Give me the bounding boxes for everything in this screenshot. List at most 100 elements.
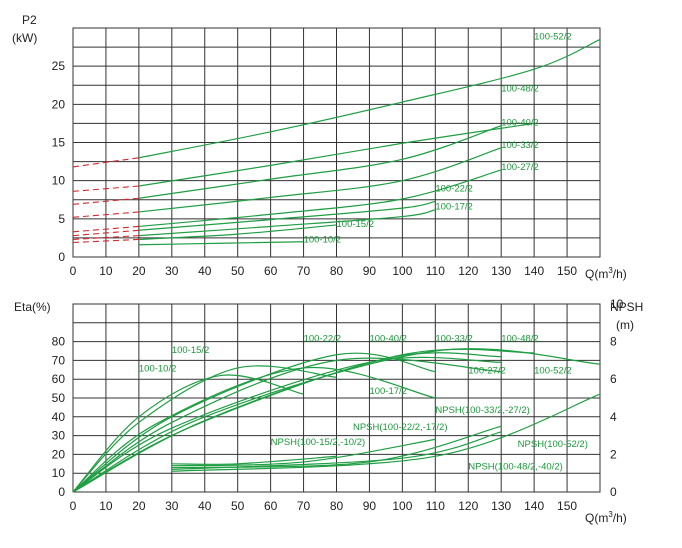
y-tick-label: 50 <box>52 391 66 405</box>
y-tick-label: 20 <box>52 97 66 111</box>
npsh-tick-label: 10 <box>610 297 624 311</box>
x-tick-label: 80 <box>330 264 344 278</box>
x-tick-label: 140 <box>524 264 544 278</box>
efficiency-curve-line <box>72 357 502 493</box>
y-tick-label: 10 <box>52 466 66 480</box>
efficiency-y-axis-label: Eta(%) <box>14 300 51 314</box>
power-curve-line <box>138 122 535 187</box>
efficiency-y-tick-labels: 0 10 20 30 40 50 60 70 80 <box>52 335 66 499</box>
efficiency-curve-line <box>72 348 601 493</box>
curve-label: 100-15/2 <box>337 219 375 230</box>
curve-label: 100-52/2 <box>534 31 572 42</box>
x-tick-label: 10 <box>99 264 113 278</box>
y-tick-label: 20 <box>52 447 66 461</box>
npsh-curve-line <box>171 455 337 465</box>
y-tick-label: 80 <box>52 335 66 349</box>
y-tick-label: 0 <box>58 250 65 264</box>
curve-label: 100-22/2 <box>435 183 473 194</box>
power-curve-line <box>138 200 436 231</box>
x-tick-label: 20 <box>132 264 146 278</box>
x-tick-label: 60 <box>264 264 278 278</box>
x-tick-label: 70 <box>297 499 311 513</box>
efficiency-curve-line <box>72 356 502 493</box>
y-tick-label: 25 <box>52 59 66 73</box>
curve-label: 100-17/2 <box>369 386 407 397</box>
power-curve-extension <box>72 235 139 240</box>
x-tick-label: 130 <box>491 264 511 278</box>
power-curve-extension <box>72 229 139 237</box>
power-y-axis-unit: (kW) <box>12 31 37 45</box>
power-curve-line <box>138 169 502 228</box>
curve-label: NPSH(100-33/2,-27/2) <box>435 405 530 416</box>
y-tick-label: 40 <box>52 410 66 424</box>
curve-label: 100-10/2 <box>304 234 342 245</box>
npsh-tick-label: 4 <box>610 410 617 424</box>
power-curve-line <box>138 209 436 237</box>
x-tick-label: 40 <box>198 264 212 278</box>
npsh-curves <box>171 393 601 472</box>
x-tick-label: 90 <box>363 264 377 278</box>
x-tick-label: 150 <box>557 499 577 513</box>
x-tick-label: 110 <box>426 499 445 513</box>
npsh-y-axis-unit: (m) <box>616 318 634 332</box>
power-curve-line <box>138 241 304 246</box>
power-curve-labels: 100-52/2 100-48/2 100-40/2 100-33/2 100-27/2… <box>304 31 572 245</box>
y-tick-label: 60 <box>52 372 66 386</box>
curve-label: 100-48/2 <box>501 83 539 94</box>
x-tick-label: 70 <box>297 264 311 278</box>
power-y-axis-label: P2 <box>22 13 37 27</box>
power-curve-line <box>138 38 601 159</box>
power-x-tick-labels: 0 10 20 30 40 50 60 70 80 90 100 110 120 130 140 150 <box>70 264 578 278</box>
npsh-tick-label: 8 <box>610 335 617 349</box>
power-curve-line <box>138 224 337 241</box>
efficiency-curve-line <box>72 348 535 493</box>
curve-label: NPSH(100-22/2,-17/2) <box>353 422 448 433</box>
efficiency-x-axis-label: Q(m3/h) <box>585 510 627 525</box>
y-tick-label: 10 <box>52 174 66 188</box>
curve-label: NPSH(100-48/2,-40/2) <box>468 461 563 472</box>
power-curve-line <box>138 125 502 199</box>
y-tick-label: 70 <box>52 353 66 367</box>
npsh-curve-line <box>171 431 502 471</box>
power-curves <box>72 38 601 246</box>
efficiency-curve-line <box>72 374 304 493</box>
power-curve-extension <box>72 225 139 233</box>
x-tick-label: 90 <box>363 499 377 513</box>
curve-label: 100-33/2 <box>435 334 473 345</box>
curve-label: NPSH(100-15/2,-10/2) <box>271 437 366 448</box>
curve-label: 100-33/2 <box>501 140 539 151</box>
x-tick-label: 120 <box>458 264 478 278</box>
npsh-tick-label: 0 <box>610 485 617 499</box>
x-tick-label: 100 <box>392 499 412 513</box>
efficiency-npsh-chart: 0 10 20 30 40 50 60 70 80 90 100 110 120 130 140 150 01… <box>14 297 643 525</box>
x-tick-label: 0 <box>70 264 77 278</box>
npsh-curve-line <box>171 393 601 472</box>
x-tick-label: 50 <box>231 499 245 513</box>
curve-label: 100-27/2 <box>501 162 539 173</box>
curve-label: 100-10/2 <box>139 364 177 375</box>
x-tick-label: 100 <box>392 264 412 278</box>
efficiency-curve-line <box>72 366 436 493</box>
efficiency-curve-labels: 100-10/2 100-15/2 100-22/2 100-40/2 100-33/2… <box>139 334 588 473</box>
curve-label: 100-22/2 <box>304 334 342 345</box>
curve-label: 100-48/2 <box>501 334 539 345</box>
x-tick-label: 30 <box>165 499 179 513</box>
power-chart: 0 10 20 30 40 50 60 70 80 90 100 110 120 130 140 150 0 5… <box>12 13 627 281</box>
x-tick-label: 30 <box>165 264 179 278</box>
npsh-tick-label: 6 <box>610 372 617 386</box>
curve-label: 100-40/2 <box>369 334 407 345</box>
power-curve-extension <box>72 157 139 168</box>
x-tick-label: 150 <box>557 264 577 278</box>
power-curve-extension <box>72 238 139 244</box>
power-curve-extension <box>72 185 139 192</box>
efficiency-curves <box>72 348 601 493</box>
npsh-curve-line <box>171 438 436 467</box>
x-tick-label: 50 <box>231 264 245 278</box>
power-y-tick-labels: 0 5 10 15 20 25 <box>52 59 66 264</box>
curve-label: 100-17/2 <box>435 202 473 213</box>
npsh-tick-label: 2 <box>610 447 617 461</box>
x-tick-label: 130 <box>491 499 511 513</box>
curve-label: 100-15/2 <box>172 345 210 356</box>
y-tick-label: 0 <box>58 485 65 499</box>
